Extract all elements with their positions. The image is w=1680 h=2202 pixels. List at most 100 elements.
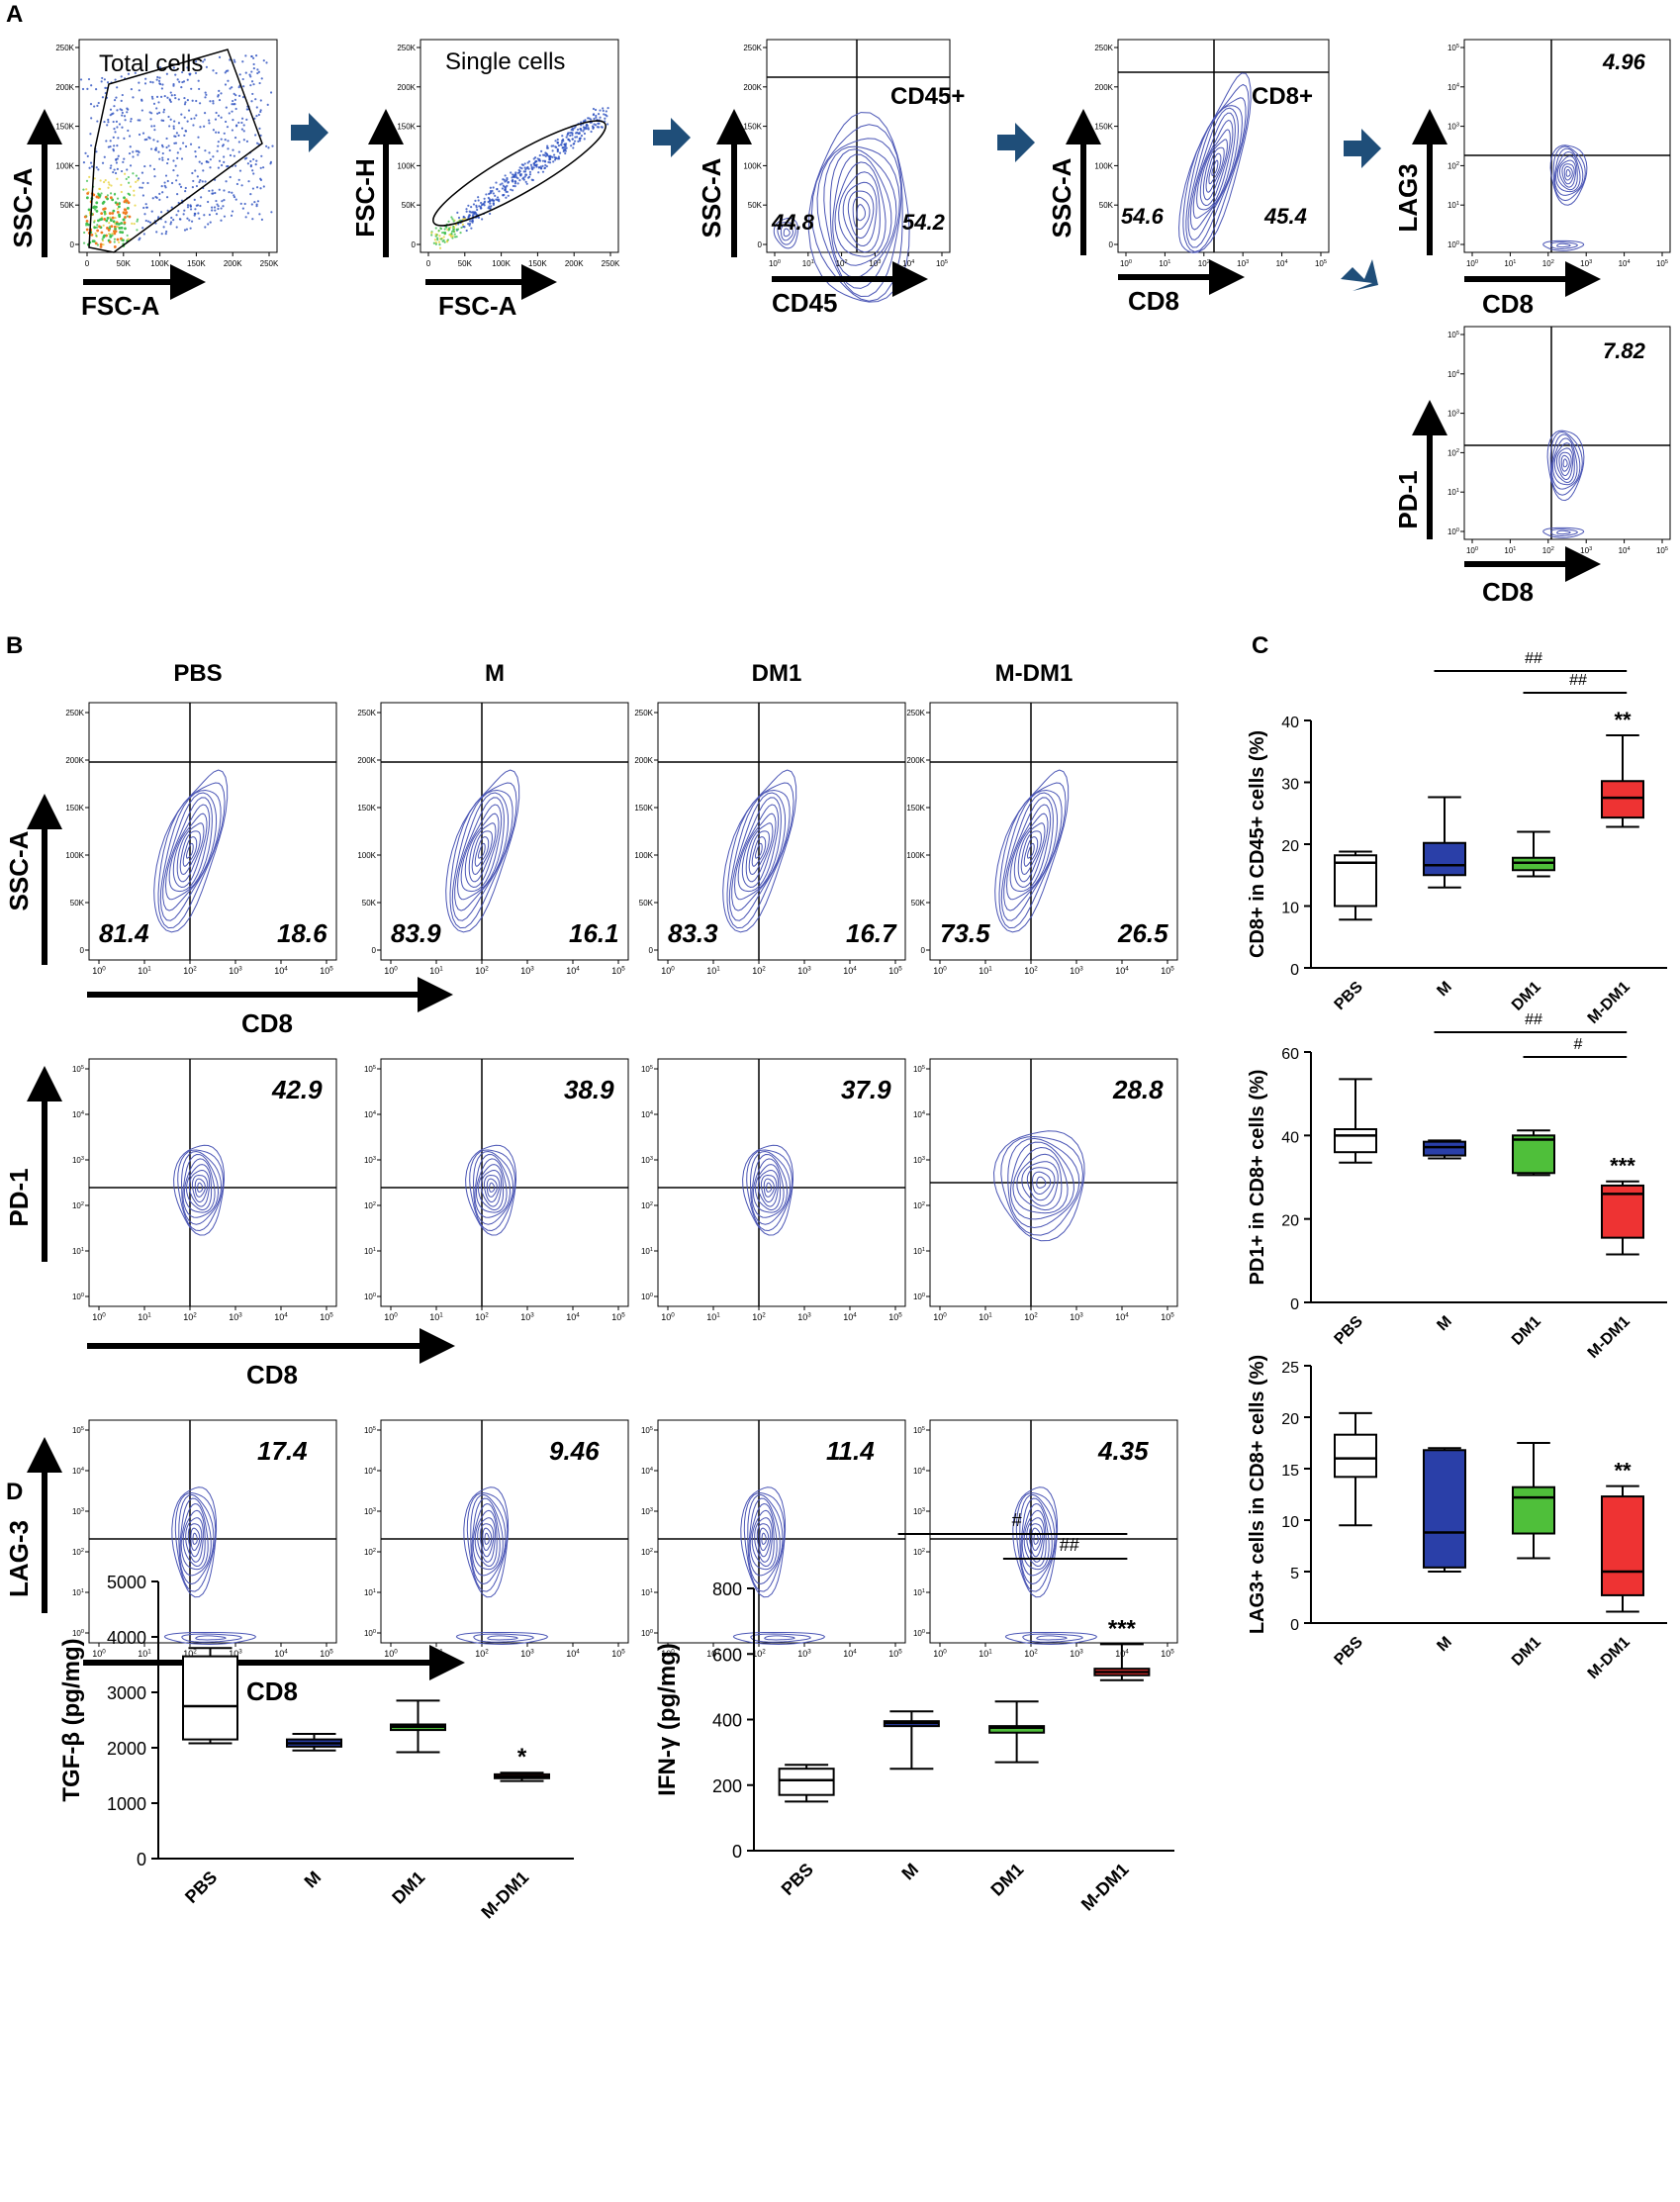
scatter-dot — [157, 79, 161, 82]
contour-line — [1202, 139, 1228, 201]
scatter-dot — [229, 153, 233, 157]
scatter-dot — [251, 187, 255, 190]
scatter-dot — [195, 99, 198, 103]
scatter-dot — [494, 194, 497, 197]
scatter-dot — [151, 97, 154, 100]
scatter-dot — [537, 171, 540, 174]
scatter-dot — [123, 200, 127, 204]
flow-arrow-diagonal — [1341, 259, 1378, 291]
contour — [1004, 1486, 1098, 1646]
scatter-dot — [244, 54, 247, 57]
scatter-dot — [242, 85, 245, 88]
contour-line — [1542, 239, 1585, 251]
y-axis-label: SSC-A — [8, 167, 38, 247]
y-tick-label: 104 — [364, 1467, 376, 1476]
y-tick-label: 3000 — [107, 1683, 146, 1703]
scatter-dot — [506, 190, 509, 193]
scatter-dot — [127, 206, 130, 210]
y-tick-label: 200K — [55, 83, 74, 92]
scatter-dot — [157, 101, 160, 104]
scatter-dot — [559, 144, 562, 146]
scatter-dot — [205, 65, 208, 68]
x-tick-label: 105 — [888, 1311, 902, 1322]
scatter-dot — [121, 114, 124, 117]
scatter-dot — [183, 96, 186, 100]
scatter-dot — [152, 167, 156, 171]
scatter-dot — [557, 155, 560, 158]
scatter-dot — [197, 212, 200, 215]
x-tick-label: 105 — [1161, 965, 1174, 976]
scatter-dot — [512, 184, 515, 188]
scatter-dot — [102, 243, 105, 246]
y-tick-label: 101 — [641, 1247, 653, 1256]
contour-line — [178, 1493, 215, 1585]
scatter-dot — [558, 151, 562, 154]
scatter-dot — [584, 119, 587, 122]
scatter-dot — [242, 124, 245, 127]
scatter-dot — [96, 224, 99, 227]
contour-line — [477, 1164, 505, 1211]
scatter-dot — [583, 127, 587, 130]
scatter-dot — [249, 193, 252, 196]
scatter-dot — [184, 101, 187, 104]
scatter-dot — [467, 216, 470, 219]
scatter-dot — [430, 234, 433, 237]
x-tick-label: M-DM1 — [1585, 979, 1633, 1027]
scatter-dot — [95, 88, 98, 91]
y-axis-label: IFN-γ (pg/mg) — [654, 1643, 681, 1796]
scatter-dot — [267, 146, 270, 149]
x-axis-label: CD8 — [1482, 577, 1534, 607]
y-tick-label: 50K — [60, 201, 75, 210]
scatter-dot — [226, 126, 230, 129]
contour-line — [472, 1150, 514, 1225]
scatter-dot — [490, 191, 493, 194]
scatter-dot — [533, 164, 536, 167]
scatter-dot — [170, 216, 173, 220]
scatter-dot — [434, 241, 437, 244]
contour-line — [185, 1164, 213, 1211]
scatter-dot — [472, 203, 476, 206]
scatter-dot — [221, 200, 224, 203]
scatter-dot — [111, 232, 114, 236]
scatter-dot — [603, 113, 606, 116]
scatter-dot — [216, 203, 219, 206]
y-tick-label: 103 — [1447, 122, 1459, 131]
scatter-dot — [585, 124, 588, 127]
scatter-dot — [116, 86, 119, 89]
plot-total-cells: Total cells SSC-A FSC-A — [8, 39, 278, 321]
scatter-dot — [172, 83, 175, 86]
scatter-dot — [137, 153, 140, 156]
contour-line — [1016, 1153, 1063, 1211]
y-tick-label: 50K — [402, 201, 417, 210]
scatter-dot — [170, 206, 173, 209]
scatter-dot — [121, 93, 124, 97]
scatter-dot — [163, 184, 166, 187]
y-tick-label: 200K — [1094, 83, 1113, 92]
y-tick-label: 105 — [1447, 44, 1459, 52]
scatter-dot — [455, 236, 458, 239]
scatter-dot — [459, 232, 462, 235]
scatter-dot — [160, 119, 163, 122]
x-tick-label: M — [897, 1860, 922, 1884]
scatter-dot — [595, 116, 598, 119]
significance-star: ** — [1614, 708, 1632, 732]
x-tick-label: 101 — [1504, 546, 1516, 555]
x-tick-label: 101 — [979, 1648, 992, 1659]
scatter-dot — [165, 145, 168, 149]
y-axis-label: PD-1 — [1393, 470, 1423, 528]
contour-line — [1562, 458, 1568, 468]
scatter-dot — [599, 109, 602, 112]
y-tick-label: 20 — [1281, 1411, 1299, 1428]
contour-line — [454, 792, 510, 911]
scatter-dot — [241, 207, 244, 210]
y-tick-label: 250K — [743, 44, 762, 52]
scatter-dot — [563, 143, 567, 145]
scatter-dot — [186, 204, 190, 207]
scatter-dot — [217, 144, 220, 147]
scatter-dot — [519, 174, 522, 177]
scatter-dot — [467, 204, 470, 207]
scatter-dot — [133, 222, 136, 226]
scatter-dot — [217, 166, 220, 169]
contour-line — [190, 1527, 201, 1552]
contour-line — [1556, 242, 1571, 248]
